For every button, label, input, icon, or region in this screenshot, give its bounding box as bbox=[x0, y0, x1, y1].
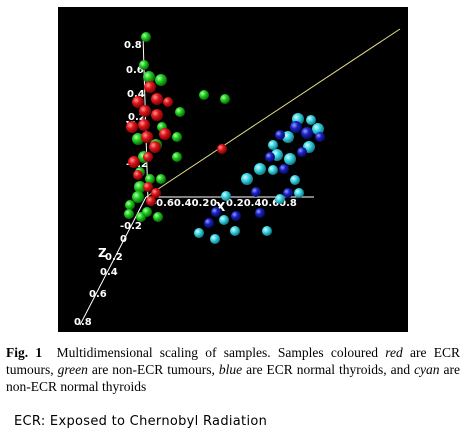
red-sample-point bbox=[149, 141, 161, 153]
cyan-sample-point bbox=[312, 123, 324, 135]
blue-sample-point bbox=[297, 147, 307, 157]
caption-text: are non-ECR tumours, bbox=[87, 362, 219, 377]
cyan-sample-point bbox=[282, 131, 294, 143]
green-sample-point bbox=[153, 212, 163, 222]
y-tick-label: 0.2 bbox=[128, 112, 146, 123]
cyan-sample-point bbox=[219, 215, 229, 225]
red-sample-point bbox=[133, 170, 143, 180]
green-sample-point bbox=[156, 174, 166, 184]
green-sample-point bbox=[132, 133, 144, 145]
cyan-sample-point bbox=[306, 115, 316, 125]
z-axis-letter: Z bbox=[98, 246, 107, 260]
green-sample-point bbox=[199, 90, 209, 100]
cyan-sample-point bbox=[210, 234, 220, 244]
blue-sample-point bbox=[204, 218, 214, 228]
cyan-sample-point bbox=[241, 173, 253, 185]
green-sample-point bbox=[155, 74, 167, 86]
green-sample-point bbox=[124, 209, 134, 219]
blue-sample-point bbox=[255, 208, 265, 218]
z-tick-label: 0.8 bbox=[74, 317, 92, 328]
figure-label: Fig. 1 bbox=[6, 345, 43, 360]
green-sample-point bbox=[172, 152, 182, 162]
caption-text: are ECR normal thyroids, and bbox=[242, 362, 415, 377]
red-sample-point bbox=[146, 196, 156, 206]
diagonal-line bbox=[145, 28, 401, 198]
green-sample-point bbox=[132, 191, 144, 203]
z-tick-label: 0 bbox=[120, 234, 127, 245]
blue-sample-point bbox=[315, 132, 325, 142]
mds-figure-panel: 0.8 0.6 0.4 0.2 0 -0.2 Y -0.60.40.2 0. 0… bbox=[58, 7, 408, 332]
cyan-sample-point bbox=[194, 228, 204, 238]
blue-sample-point bbox=[265, 152, 275, 162]
cyan-sample-point bbox=[254, 163, 266, 175]
blue-sample-point bbox=[275, 130, 285, 140]
blue-sample-point bbox=[231, 211, 241, 221]
z-tick-label: 0.4 bbox=[100, 267, 118, 278]
red-sample-point bbox=[139, 105, 151, 117]
caption-red: red bbox=[385, 345, 403, 360]
blue-sample-point bbox=[279, 164, 289, 174]
red-sample-point bbox=[151, 188, 161, 198]
cyan-sample-point bbox=[290, 175, 300, 185]
cyan-sample-point bbox=[268, 140, 278, 150]
red-sample-point bbox=[138, 119, 150, 131]
green-sample-point bbox=[175, 107, 185, 117]
green-sample-point bbox=[172, 132, 182, 142]
red-sample-point bbox=[126, 121, 138, 133]
sample-points bbox=[124, 32, 325, 244]
red-sample-point bbox=[141, 131, 153, 143]
blue-sample-point bbox=[290, 121, 302, 133]
blue-sample-point bbox=[301, 127, 313, 139]
caption-text: are non-ECR normal thyroids bbox=[6, 362, 461, 394]
caption-text: Multidimensional scaling of samples. Sam… bbox=[56, 345, 386, 360]
green-sample-point bbox=[220, 94, 230, 104]
caption-text: are ECR tumours, bbox=[6, 345, 460, 377]
green-sample-point bbox=[142, 207, 152, 217]
red-sample-point bbox=[128, 156, 140, 168]
x-tick-labels-right: 0.20.40.60.8 bbox=[226, 198, 297, 209]
green-sample-point bbox=[141, 32, 151, 42]
green-sample-point bbox=[134, 181, 146, 193]
red-sample-point bbox=[132, 96, 144, 108]
ecr-note: ECR: Exposed to Chernobyl Radiation bbox=[14, 414, 268, 429]
x-tick-label-origin: 0. bbox=[210, 198, 221, 209]
cyan-sample-point bbox=[262, 226, 272, 236]
z-axis-line bbox=[79, 196, 147, 326]
green-sample-point bbox=[145, 174, 155, 184]
cyan-sample-point bbox=[230, 226, 240, 236]
y-tick-label: 0.6 bbox=[126, 65, 144, 76]
x-tick-labels-left: -0.60.40.2 bbox=[152, 198, 209, 209]
red-sample-point bbox=[143, 152, 153, 162]
red-sample-point bbox=[143, 182, 153, 192]
red-sample-point bbox=[163, 97, 173, 107]
z-tick-label: -0.2 bbox=[120, 221, 142, 232]
green-sample-point bbox=[143, 71, 155, 83]
cyan-sample-point bbox=[284, 153, 296, 165]
blue-sample-point bbox=[283, 188, 293, 198]
blue-sample-point bbox=[251, 187, 261, 197]
figure-caption: Fig. 1 Multidimensional scaling of sampl… bbox=[6, 344, 460, 395]
x-axis-letter: X bbox=[216, 200, 226, 214]
red-sample-point bbox=[159, 128, 171, 140]
y-tick-label: 0.8 bbox=[124, 40, 142, 51]
cyan-sample-point bbox=[221, 191, 231, 201]
z-tick-label: 0.2 bbox=[105, 252, 123, 263]
green-sample-point bbox=[139, 60, 149, 70]
y-tick-label: 0.4 bbox=[127, 89, 145, 100]
z-tick-label: 0.6 bbox=[89, 289, 107, 300]
mds-3d-plot: 0.8 0.6 0.4 0.2 0 -0.2 Y -0.60.40.2 0. 0… bbox=[74, 28, 401, 328]
cyan-sample-point bbox=[294, 188, 304, 198]
red-sample-point bbox=[144, 81, 156, 93]
cyan-sample-point bbox=[268, 165, 278, 175]
red-sample-point bbox=[217, 144, 227, 154]
caption-blue: blue bbox=[218, 362, 243, 377]
caption-cyan: cyan bbox=[414, 362, 440, 377]
red-sample-point bbox=[151, 109, 163, 121]
red-sample-point bbox=[151, 93, 163, 105]
green-sample-point bbox=[125, 200, 135, 210]
caption-green: green bbox=[57, 362, 88, 377]
blue-sample-point bbox=[211, 207, 221, 217]
cyan-sample-point bbox=[275, 194, 285, 204]
